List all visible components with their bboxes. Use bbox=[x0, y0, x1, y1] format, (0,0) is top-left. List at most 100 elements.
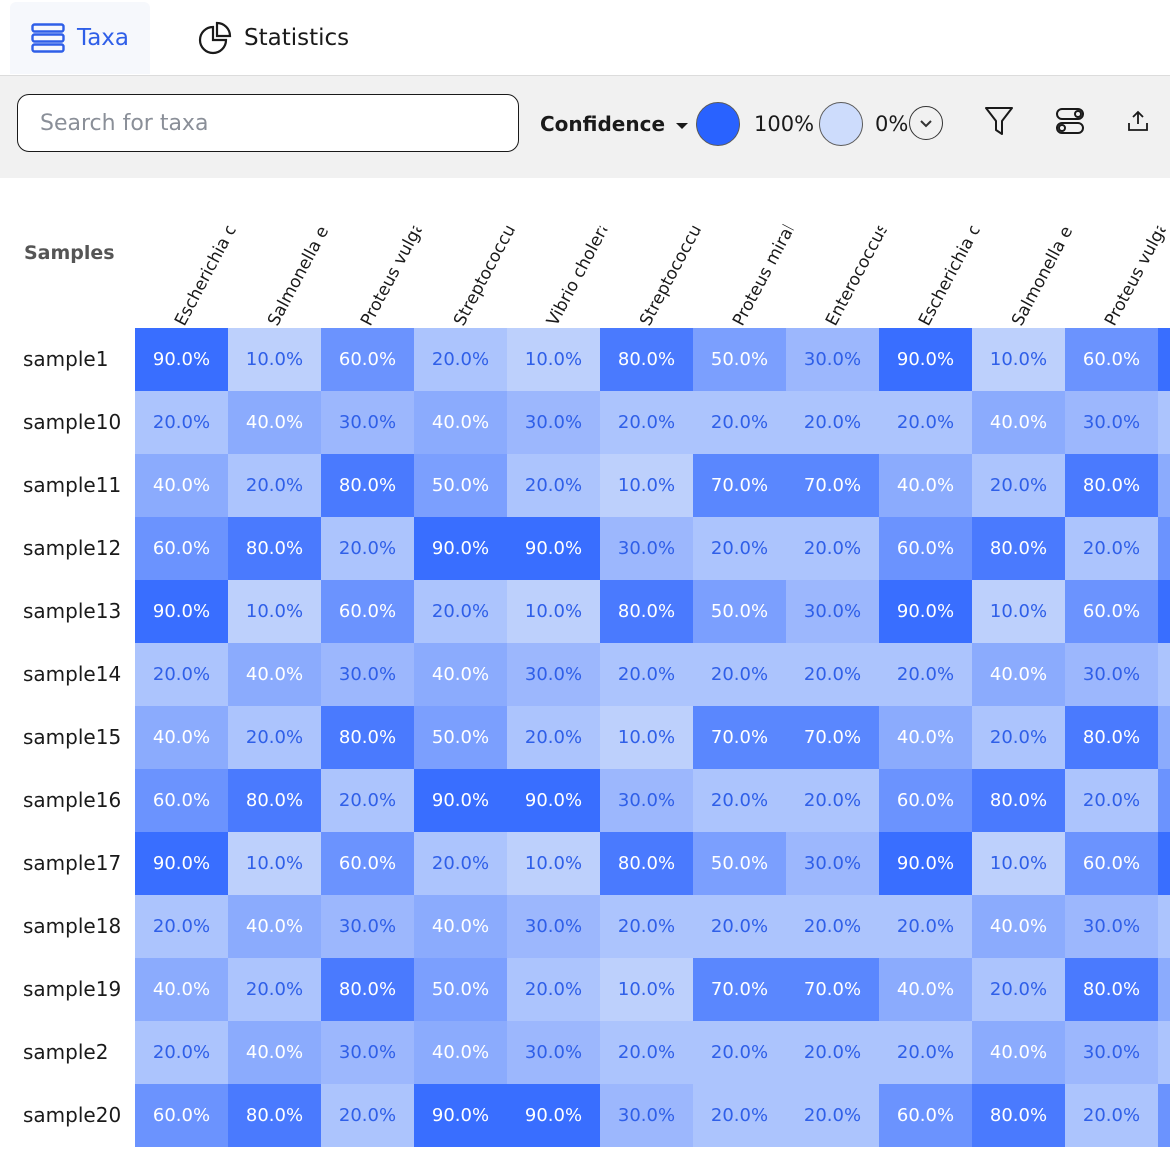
heatmap-cell[interactable]: 70.0% bbox=[786, 454, 879, 517]
heatmap-cell[interactable]: 50.0% bbox=[693, 328, 786, 391]
heatmap-cell[interactable]: 80.0% bbox=[972, 1084, 1065, 1147]
sample-label[interactable]: sample11 bbox=[23, 473, 122, 497]
heatmap-cell[interactable]: 30.0% bbox=[321, 895, 414, 958]
toggle-view-button[interactable] bbox=[1054, 106, 1086, 140]
heatmap-cell[interactable]: 30.0% bbox=[600, 1084, 693, 1147]
heatmap-cell[interactable]: 40.0% bbox=[135, 706, 228, 769]
heatmap-cell[interactable]: 20.0% bbox=[600, 643, 693, 706]
heatmap-cell[interactable]: 60.0% bbox=[321, 580, 414, 643]
sample-label[interactable]: sample20 bbox=[23, 1103, 122, 1127]
heatmap-cell[interactable]: 30.0% bbox=[1065, 643, 1158, 706]
heatmap-cell[interactable]: 10.0% bbox=[507, 328, 600, 391]
heatmap-cell[interactable]: 90.0% bbox=[414, 769, 507, 832]
heatmap-cell[interactable]: 20.0% bbox=[972, 454, 1065, 517]
heatmap-cell[interactable]: 90.0% bbox=[879, 832, 972, 895]
heatmap-cell[interactable]: 10.0% bbox=[507, 832, 600, 895]
sample-label[interactable]: sample10 bbox=[23, 410, 122, 434]
heatmap-cell[interactable]: 40.0% bbox=[972, 643, 1065, 706]
heatmap-cell[interactable]: 50.0% bbox=[693, 580, 786, 643]
heatmap-cell[interactable]: 40.0% bbox=[228, 895, 321, 958]
heatmap-cell[interactable]: 80.0% bbox=[600, 580, 693, 643]
heatmap-cell[interactable]: 40.0% bbox=[879, 958, 972, 1021]
sample-label[interactable]: sample18 bbox=[23, 914, 122, 938]
heatmap-cell[interactable]: 40.0% bbox=[414, 1021, 507, 1084]
heatmap-cell[interactable]: 20.0% bbox=[786, 391, 879, 454]
heatmap-cell[interactable]: 20.0% bbox=[507, 958, 600, 1021]
heatmap-cell[interactable]: 20.0% bbox=[879, 1021, 972, 1084]
heatmap-cell[interactable]: 20.0% bbox=[1065, 1084, 1158, 1147]
heatmap-cell[interactable]: 40.0% bbox=[972, 391, 1065, 454]
heatmap-cell[interactable]: 30.0% bbox=[786, 832, 879, 895]
sample-label[interactable]: sample13 bbox=[23, 599, 122, 623]
heatmap-cell[interactable]: 40.0% bbox=[228, 391, 321, 454]
heatmap-cell[interactable]: 20.0% bbox=[972, 706, 1065, 769]
tab-statistics[interactable]: Statistics bbox=[198, 2, 349, 74]
column-header[interactable]: Escherichia coli bbox=[171, 223, 240, 330]
column-header[interactable]: Proteus vulgaris bbox=[1101, 222, 1170, 330]
heatmap-cell[interactable]: 90.0% bbox=[135, 580, 228, 643]
heatmap-cell[interactable]: 70.0% bbox=[693, 706, 786, 769]
heatmap-cell[interactable]: 90.0% bbox=[414, 517, 507, 580]
sample-label[interactable]: sample1 bbox=[23, 347, 109, 371]
heatmap-cell[interactable]: 80.0% bbox=[600, 832, 693, 895]
sample-label[interactable]: sample12 bbox=[23, 536, 122, 560]
heatmap-cell[interactable]: 20.0% bbox=[600, 391, 693, 454]
heatmap-cell[interactable]: 90.0% bbox=[414, 1084, 507, 1147]
heatmap-cell[interactable]: 40.0% bbox=[879, 706, 972, 769]
heatmap-cell[interactable]: 90.0% bbox=[879, 328, 972, 391]
heatmap-cell[interactable]: 20.0% bbox=[1065, 769, 1158, 832]
low-color-swatch[interactable] bbox=[819, 102, 863, 146]
heatmap-cell[interactable]: 20.0% bbox=[693, 517, 786, 580]
filter-button[interactable] bbox=[983, 106, 1015, 140]
heatmap-cell[interactable]: 20.0% bbox=[879, 895, 972, 958]
heatmap-cell[interactable]: 20.0% bbox=[228, 706, 321, 769]
heatmap-cell[interactable]: 20.0% bbox=[693, 1084, 786, 1147]
heatmap-cell[interactable]: 40.0% bbox=[879, 454, 972, 517]
heatmap-cell[interactable]: 10.0% bbox=[972, 328, 1065, 391]
heatmap-cell[interactable]: 20.0% bbox=[228, 958, 321, 1021]
heatmap-cell[interactable]: 20.0% bbox=[414, 580, 507, 643]
heatmap-cell[interactable]: 80.0% bbox=[228, 517, 321, 580]
heatmap-cell[interactable]: 80.0% bbox=[1065, 454, 1158, 517]
heatmap-cell[interactable]: 30.0% bbox=[507, 895, 600, 958]
heatmap-cell[interactable]: 30.0% bbox=[507, 391, 600, 454]
tab-taxa[interactable]: Taxa bbox=[10, 2, 150, 74]
sample-label[interactable]: sample16 bbox=[23, 788, 122, 812]
heatmap-cell[interactable]: 40.0% bbox=[414, 391, 507, 454]
heatmap-cell[interactable]: 30.0% bbox=[786, 328, 879, 391]
heatmap-cell[interactable]: 10.0% bbox=[228, 580, 321, 643]
heatmap-cell[interactable]: 30.0% bbox=[507, 643, 600, 706]
heatmap-cell[interactable]: 20.0% bbox=[693, 391, 786, 454]
heatmap-cell[interactable]: 80.0% bbox=[321, 454, 414, 517]
heatmap-cell[interactable]: 20.0% bbox=[135, 895, 228, 958]
heatmap-cell[interactable]: 30.0% bbox=[600, 769, 693, 832]
heatmap-cell[interactable]: 80.0% bbox=[972, 517, 1065, 580]
heatmap-cell[interactable]: 70.0% bbox=[693, 958, 786, 1021]
heatmap-cell[interactable]: 20.0% bbox=[135, 1021, 228, 1084]
heatmap-cell[interactable]: 40.0% bbox=[135, 454, 228, 517]
heatmap-cell[interactable]: 50.0% bbox=[693, 832, 786, 895]
heatmap-cell[interactable]: 80.0% bbox=[228, 769, 321, 832]
heatmap-cell[interactable]: 90.0% bbox=[135, 328, 228, 391]
heatmap-cell[interactable]: 20.0% bbox=[879, 643, 972, 706]
heatmap-cell[interactable]: 80.0% bbox=[1065, 958, 1158, 1021]
heatmap-cell[interactable]: 10.0% bbox=[972, 832, 1065, 895]
sample-label[interactable]: sample14 bbox=[23, 662, 122, 686]
heatmap-cell[interactable]: 60.0% bbox=[135, 1084, 228, 1147]
heatmap-cell[interactable]: 20.0% bbox=[972, 958, 1065, 1021]
column-header[interactable]: Salmonella enterica bbox=[1008, 223, 1077, 330]
heatmap-cell[interactable]: 60.0% bbox=[879, 1084, 972, 1147]
heatmap-cell[interactable]: 10.0% bbox=[507, 580, 600, 643]
heatmap-cell[interactable]: 20.0% bbox=[321, 769, 414, 832]
heatmap-cell[interactable]: 40.0% bbox=[228, 1021, 321, 1084]
heatmap-cell[interactable]: 20.0% bbox=[321, 517, 414, 580]
heatmap-cell[interactable]: 20.0% bbox=[693, 1021, 786, 1084]
heatmap-cell[interactable]: 10.0% bbox=[600, 706, 693, 769]
heatmap-cell[interactable]: 70.0% bbox=[786, 706, 879, 769]
heatmap-cell[interactable]: 60.0% bbox=[1065, 328, 1158, 391]
heatmap-cell[interactable]: 20.0% bbox=[786, 643, 879, 706]
heatmap-cell[interactable]: 80.0% bbox=[600, 328, 693, 391]
heatmap-cell[interactable]: 80.0% bbox=[972, 769, 1065, 832]
column-header[interactable]: Salmonella enterica bbox=[264, 223, 333, 330]
heatmap-cell[interactable]: 30.0% bbox=[507, 1021, 600, 1084]
